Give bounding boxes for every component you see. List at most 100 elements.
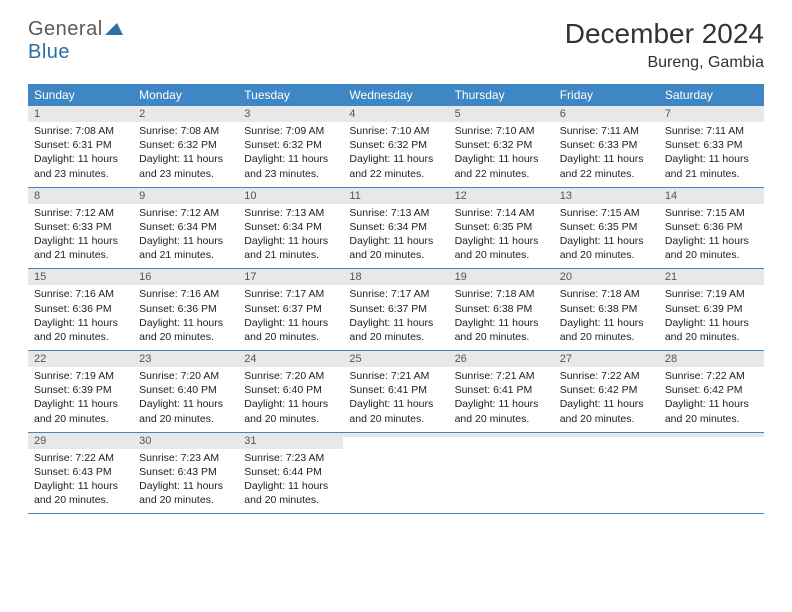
calendar-cell: 22Sunrise: 7:19 AMSunset: 6:39 PMDayligh…	[28, 351, 133, 432]
calendar-cell	[554, 433, 659, 514]
cell-line-d1: Daylight: 11 hours	[244, 152, 337, 166]
day-number: 20	[554, 269, 659, 285]
cell-line-d2: and 20 minutes.	[665, 248, 758, 262]
cell-line-sr: Sunrise: 7:19 AM	[665, 287, 758, 301]
cell-line-ss: Sunset: 6:32 PM	[139, 138, 232, 152]
cell-line-d2: and 23 minutes.	[34, 167, 127, 181]
day-number: 25	[343, 351, 448, 367]
day-number: 18	[343, 269, 448, 285]
day-header: Sunday	[28, 84, 133, 106]
calendar-cell: 30Sunrise: 7:23 AMSunset: 6:43 PMDayligh…	[133, 433, 238, 514]
cell-line-sr: Sunrise: 7:14 AM	[455, 206, 548, 220]
day-number-value: 8	[34, 190, 40, 202]
calendar-cell: 25Sunrise: 7:21 AMSunset: 6:41 PMDayligh…	[343, 351, 448, 432]
cell-line-ss: Sunset: 6:34 PM	[349, 220, 442, 234]
cell-body: Sunrise: 7:15 AMSunset: 6:36 PMDaylight:…	[659, 204, 764, 269]
calendar-cell: 20 Sunrise: 7:18 AMSunset: 6:38 PMDayligh…	[554, 269, 659, 350]
day-number-value: 9	[139, 190, 145, 202]
cell-body: Sunrise: 7:18 AMSunset: 6:38 PMDaylight:…	[554, 285, 659, 350]
cell-body: Sunrise: 7:09 AMSunset: 6:32 PMDaylight:…	[238, 122, 343, 187]
day-header: Friday	[554, 84, 659, 106]
calendar-cell: 15Sunrise: 7:16 AMSunset: 6:36 PMDayligh…	[28, 269, 133, 350]
cell-line-sr: Sunrise: 7:12 AM	[34, 206, 127, 220]
cell-line-d2: and 21 minutes.	[665, 167, 758, 181]
calendar-cell	[449, 433, 554, 514]
calendar-cell: 17 Sunrise: 7:17 AMSunset: 6:37 PMDayligh…	[238, 269, 343, 350]
day-number-value: 17	[244, 271, 256, 283]
cell-line-sr: Sunrise: 7:18 AM	[455, 287, 548, 301]
cell-line-d1: Daylight: 11 hours	[244, 316, 337, 330]
cell-body: Sunrise: 7:22 AMSunset: 6:42 PMDaylight:…	[554, 367, 659, 432]
day-number: 7	[659, 106, 764, 122]
cell-line-d2: and 20 minutes.	[455, 248, 548, 262]
cell-body: Sunrise: 7:23 AMSunset: 6:44 PMDaylight:…	[238, 449, 343, 514]
calendar-cell: 26Sunrise: 7:21 AMSunset: 6:41 PMDayligh…	[449, 351, 554, 432]
cell-line-ss: Sunset: 6:32 PM	[455, 138, 548, 152]
calendar-cell: 16Sunrise: 7:16 AMSunset: 6:36 PMDayligh…	[133, 269, 238, 350]
cell-line-sr: Sunrise: 7:20 AM	[244, 369, 337, 383]
cell-body: Sunrise: 7:23 AMSunset: 6:43 PMDaylight:…	[133, 449, 238, 514]
cell-line-ss: Sunset: 6:40 PM	[244, 383, 337, 397]
day-number-value: 12	[455, 190, 467, 202]
day-number: 9	[133, 188, 238, 204]
cell-line-d2: and 23 minutes.	[244, 167, 337, 181]
day-number: 29	[28, 433, 133, 449]
calendar-cell: 23Sunrise: 7:20 AMSunset: 6:40 PMDayligh…	[133, 351, 238, 432]
cell-line-ss: Sunset: 6:38 PM	[455, 302, 548, 316]
day-number-value: 13	[560, 190, 572, 202]
cell-line-d1: Daylight: 11 hours	[349, 234, 442, 248]
title-block: December 2024 Bureng, Gambia	[565, 18, 764, 72]
cell-line-d1: Daylight: 11 hours	[244, 234, 337, 248]
calendar-cell: 2Sunrise: 7:08 AMSunset: 6:32 PMDaylight…	[133, 106, 238, 187]
cell-line-sr: Sunrise: 7:18 AM	[560, 287, 653, 301]
cell-line-sr: Sunrise: 7:21 AM	[455, 369, 548, 383]
day-headers-row: Sunday Monday Tuesday Wednesday Thursday…	[28, 84, 764, 106]
location: Bureng, Gambia	[565, 54, 764, 72]
cell-body: Sunrise: 7:20 AMSunset: 6:40 PMDaylight:…	[133, 367, 238, 432]
calendar-cell	[343, 433, 448, 514]
cell-line-ss: Sunset: 6:35 PM	[560, 220, 653, 234]
logo-text-2: Blue	[28, 41, 70, 63]
day-number: 6	[554, 106, 659, 122]
day-number-value: 29	[34, 435, 46, 447]
day-number: 19	[449, 269, 554, 285]
calendar-cell: 12Sunrise: 7:14 AMSunset: 6:35 PMDayligh…	[449, 188, 554, 269]
calendar-cell: 10Sunrise: 7:13 AMSunset: 6:34 PMDayligh…	[238, 188, 343, 269]
cell-line-d2: and 20 minutes.	[139, 493, 232, 507]
cell-line-ss: Sunset: 6:32 PM	[244, 138, 337, 152]
cell-body: Sunrise: 7:17 AMSunset: 6:37 PMDaylight:…	[238, 285, 343, 350]
cell-line-sr: Sunrise: 7:15 AM	[665, 206, 758, 220]
cell-line-d2: and 20 minutes.	[244, 493, 337, 507]
calendar-cell: 18Sunrise: 7:17 AMSunset: 6:37 PMDayligh…	[343, 269, 448, 350]
day-number-value: 20	[560, 271, 572, 283]
cell-line-ss: Sunset: 6:33 PM	[665, 138, 758, 152]
cell-line-d1: Daylight: 11 hours	[34, 479, 127, 493]
day-number-value: 10	[244, 190, 256, 202]
week-row: 29 Sunrise: 7:22 AMSunset: 6:43 PMDayligh…	[28, 433, 764, 515]
cell-line-d2: and 20 minutes.	[349, 412, 442, 426]
day-number-value: 14	[665, 190, 677, 202]
cell-line-ss: Sunset: 6:42 PM	[560, 383, 653, 397]
calendar-cell: 8Sunrise: 7:12 AMSunset: 6:33 PMDaylight…	[28, 188, 133, 269]
cell-body: Sunrise: 7:18 AMSunset: 6:38 PMDaylight:…	[449, 285, 554, 350]
day-number: 15	[28, 269, 133, 285]
cell-line-ss: Sunset: 6:32 PM	[349, 138, 442, 152]
cell-line-sr: Sunrise: 7:22 AM	[34, 451, 127, 465]
day-number-value: 27	[560, 353, 572, 365]
cell-line-d1: Daylight: 11 hours	[244, 397, 337, 411]
week-row: 8Sunrise: 7:12 AMSunset: 6:33 PMDaylight…	[28, 188, 764, 270]
cell-line-d1: Daylight: 11 hours	[455, 316, 548, 330]
day-number: 8	[28, 188, 133, 204]
cell-line-d2: and 22 minutes.	[349, 167, 442, 181]
calendar-cell: 6Sunrise: 7:11 AMSunset: 6:33 PMDaylight…	[554, 106, 659, 187]
cell-line-d2: and 20 minutes.	[349, 248, 442, 262]
cell-line-ss: Sunset: 6:31 PM	[34, 138, 127, 152]
cell-line-sr: Sunrise: 7:10 AM	[349, 124, 442, 138]
cell-line-ss: Sunset: 6:43 PM	[34, 465, 127, 479]
day-number: 21	[659, 269, 764, 285]
cell-line-sr: Sunrise: 7:19 AM	[34, 369, 127, 383]
cell-line-ss: Sunset: 6:37 PM	[349, 302, 442, 316]
day-number: 4	[343, 106, 448, 122]
calendar-cell	[659, 433, 764, 514]
cell-body: Sunrise: 7:22 AMSunset: 6:43 PMDaylight:…	[28, 449, 133, 514]
